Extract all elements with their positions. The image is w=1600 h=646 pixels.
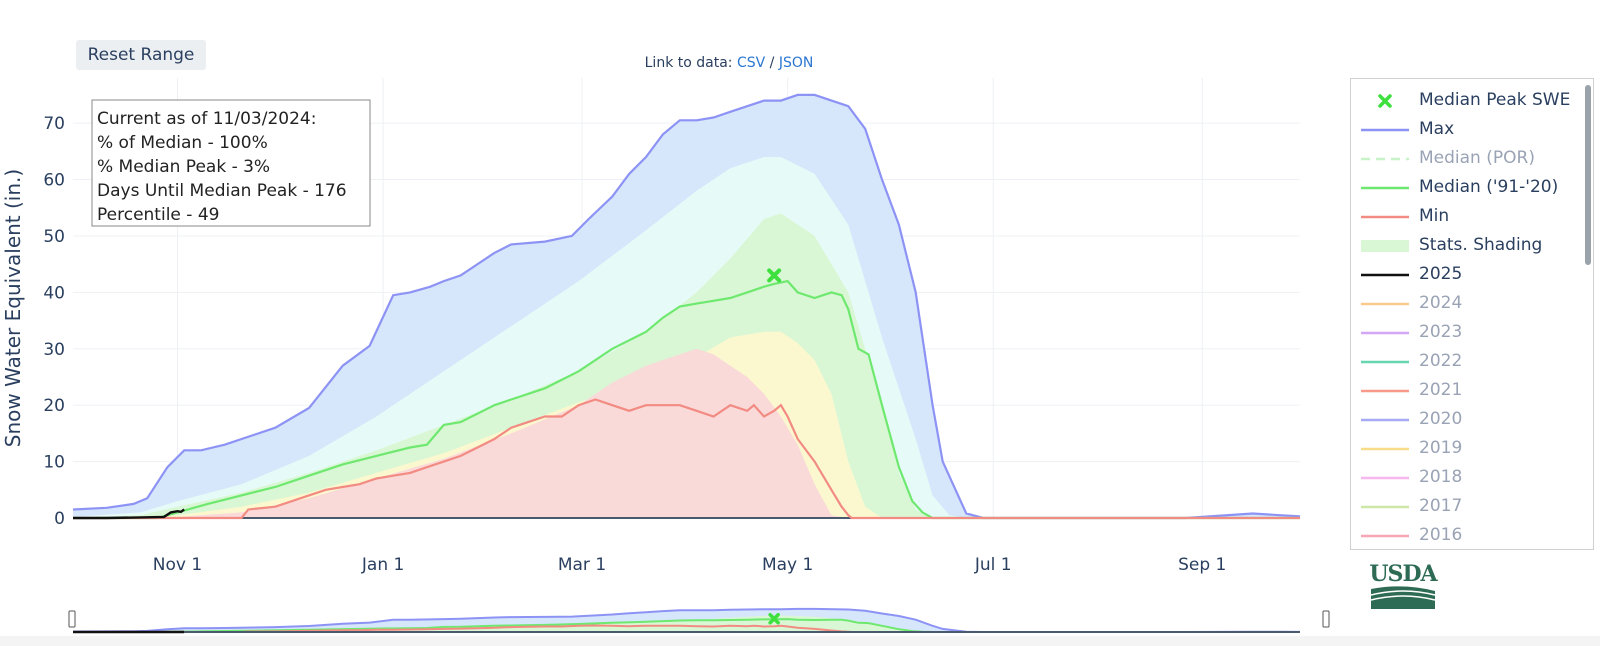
legend-swatch bbox=[1359, 412, 1411, 426]
legend-label: 2023 bbox=[1419, 321, 1463, 342]
x-tick-label: May 1 bbox=[762, 555, 813, 575]
legend-label: 2022 bbox=[1419, 350, 1463, 371]
legend-item[interactable]: 2017 bbox=[1351, 491, 1593, 520]
y-tick-label: 50 bbox=[43, 227, 65, 247]
legend-swatch bbox=[1359, 151, 1411, 165]
data-links: Link to data: CSV / JSON bbox=[0, 55, 1600, 71]
legend-swatch bbox=[1359, 93, 1411, 108]
legend-item[interactable]: Median ('91-'20) bbox=[1351, 172, 1593, 201]
range-handle-left[interactable] bbox=[68, 610, 76, 628]
legend-label: 2024 bbox=[1419, 292, 1463, 313]
legend-item[interactable]: 2021 bbox=[1351, 375, 1593, 404]
legend-item[interactable]: 2020 bbox=[1351, 404, 1593, 433]
legend-label: Median ('91-'20) bbox=[1419, 176, 1559, 197]
legend-item[interactable]: Median (POR) bbox=[1351, 143, 1593, 172]
median-line bbox=[73, 279, 1300, 520]
legend-item[interactable]: 2016 bbox=[1351, 520, 1593, 549]
legend-swatch bbox=[1359, 354, 1411, 368]
legend-swatch bbox=[1359, 209, 1411, 223]
info-line-2: % of Median - 100% bbox=[97, 133, 268, 153]
legend-label: Stats. Shading bbox=[1419, 234, 1543, 255]
legend-item[interactable]: 2023 bbox=[1351, 317, 1593, 346]
y-tick-label: 70 bbox=[43, 114, 65, 134]
usda-logo: USDA bbox=[1367, 563, 1439, 611]
legend-label: 2020 bbox=[1419, 408, 1463, 429]
legend-item[interactable]: Min bbox=[1351, 201, 1593, 230]
y-tick-label: 60 bbox=[43, 171, 65, 191]
legend-swatch bbox=[1359, 470, 1411, 484]
shading-min-area bbox=[73, 348, 1300, 518]
legend-label: 2025 bbox=[1419, 263, 1463, 284]
legend-swatch bbox=[1359, 499, 1411, 513]
link-prefix: Link to data: bbox=[644, 55, 733, 71]
x-tick-label: Nov 1 bbox=[153, 555, 202, 575]
y-tick-label: 40 bbox=[43, 283, 65, 303]
legend-swatch bbox=[1359, 296, 1411, 310]
mini-peak-marker bbox=[768, 613, 780, 625]
x-tick-label: Mar 1 bbox=[558, 555, 606, 575]
legend-item[interactable]: 2025 bbox=[1351, 259, 1593, 288]
range-handle-right[interactable] bbox=[1322, 610, 1330, 628]
median-peak-marker bbox=[767, 268, 782, 283]
info-line-3: % Median Peak - 3% bbox=[97, 157, 270, 177]
legend-label: Max bbox=[1419, 118, 1455, 139]
y-tick-label: 30 bbox=[43, 340, 65, 360]
legend-scrollbar[interactable] bbox=[1585, 85, 1591, 265]
legend-swatch bbox=[1359, 383, 1411, 397]
csv-link[interactable]: CSV bbox=[736, 55, 766, 71]
x-tick-label: Sep 1 bbox=[1178, 555, 1226, 575]
info-box: Current as of 11/03/2024: % of Median - … bbox=[91, 99, 371, 227]
y-axis-title: Snow Water Equivalent (in.) bbox=[1, 169, 25, 447]
x-tick-label: Jan 1 bbox=[361, 555, 404, 575]
mini-min-line bbox=[73, 624, 1300, 633]
series-lines bbox=[72, 93, 1301, 520]
markers bbox=[767, 268, 782, 283]
chart-legend: Median Peak SWE Max Median (POR) Median ('9… bbox=[1350, 78, 1594, 550]
legend-swatch bbox=[1359, 238, 1411, 252]
legend-item[interactable]: Max bbox=[1351, 114, 1593, 143]
legend-item[interactable]: 2019 bbox=[1351, 433, 1593, 462]
legend-item[interactable]: Median Peak SWE bbox=[1351, 85, 1593, 114]
legend-label: 2016 bbox=[1419, 524, 1463, 545]
legend-item[interactable]: Stats. Shading bbox=[1351, 230, 1593, 259]
mini-shading-area bbox=[73, 615, 1300, 632]
legend-swatch bbox=[1359, 528, 1411, 542]
range-slider[interactable] bbox=[0, 595, 1600, 646]
legend-swatch bbox=[1359, 122, 1411, 136]
legend-label: 2017 bbox=[1419, 495, 1463, 516]
info-line-1: Current as of 11/03/2024: bbox=[97, 109, 316, 129]
legend-item[interactable]: 2022 bbox=[1351, 346, 1593, 375]
legend-swatch bbox=[1359, 267, 1411, 281]
usda-logo-text: USDA bbox=[1369, 561, 1437, 587]
legend-label: 2018 bbox=[1419, 466, 1463, 487]
legend-swatch bbox=[1359, 441, 1411, 455]
mini-median-line bbox=[73, 618, 1300, 633]
y-tick-label: 10 bbox=[43, 453, 65, 473]
current-year-line bbox=[73, 508, 185, 520]
legend-swatch bbox=[1359, 180, 1411, 194]
x-tick-label: Jul 1 bbox=[974, 555, 1012, 575]
min-line bbox=[73, 398, 1300, 520]
legend-item[interactable]: 2024 bbox=[1351, 288, 1593, 317]
legend-label: 2021 bbox=[1419, 379, 1463, 400]
legend-label: Median Peak SWE bbox=[1419, 89, 1571, 110]
legend-item[interactable]: 2018 bbox=[1351, 462, 1593, 491]
reset-range-button[interactable]: Reset Range bbox=[76, 40, 206, 70]
legend-label: Median (POR) bbox=[1419, 147, 1535, 168]
legend-label: Min bbox=[1419, 205, 1450, 226]
x-tick-labels: Nov 1 Jan 1 Mar 1 May 1 Jul 1 Sep 1 bbox=[153, 555, 1227, 575]
legend-swatch bbox=[1359, 325, 1411, 339]
json-link[interactable]: JSON bbox=[778, 55, 814, 71]
y-tick-label: 0 bbox=[54, 509, 65, 529]
legend-label: 2019 bbox=[1419, 437, 1463, 458]
y-tick-labels: 0 10 20 30 40 50 60 70 bbox=[43, 114, 65, 529]
info-line-5: Percentile - 49 bbox=[97, 205, 219, 225]
link-separator: / bbox=[769, 55, 775, 71]
info-line-4: Days Until Median Peak - 176 bbox=[97, 181, 347, 201]
y-tick-label: 20 bbox=[43, 396, 65, 416]
